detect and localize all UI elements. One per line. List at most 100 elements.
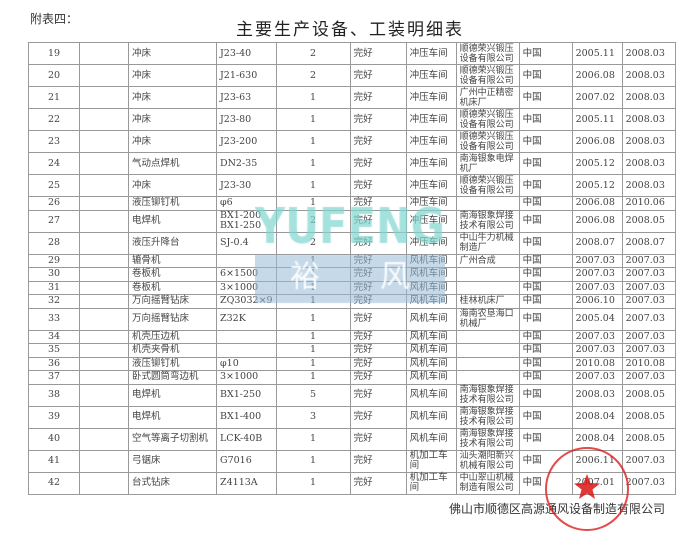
table-cell — [79, 370, 129, 385]
table-cell: 冲床 — [128, 64, 217, 87]
table-cell: 2010.08 — [621, 356, 676, 371]
table-cell: 31 — [28, 280, 80, 295]
table-row: 37 卧式圆筒弯边机 3×1000 1 完好 风机车间 中国 2007.03 2007.03 — [28, 370, 676, 385]
table-cell — [216, 343, 277, 358]
table-cell: 3×1000 — [216, 280, 277, 295]
table-cell: 23 — [28, 130, 80, 153]
table-cell: 海南农垦海口机械厂 — [455, 307, 520, 331]
table-cell: 完好 — [349, 294, 407, 309]
table-cell: 液压升降台 — [128, 231, 217, 255]
table-cell: 中国 — [518, 108, 573, 131]
table-cell: 冲压车间 — [405, 174, 457, 197]
table-cell: J21-630 — [216, 64, 277, 87]
table-cell — [455, 280, 520, 295]
table-cell: 2007.03 — [621, 294, 676, 309]
table-cell: 2008.03 — [621, 130, 676, 153]
table-cell — [216, 253, 277, 268]
table-cell: BX1-400 — [216, 405, 277, 429]
table-cell: 2007.03 — [621, 329, 676, 344]
table-cell: 2007.03 — [621, 343, 676, 358]
table-cell: 完好 — [349, 370, 407, 385]
table-cell: 37 — [28, 370, 80, 385]
table-cell: 顺德荣兴锻压设备有限公司 — [455, 64, 520, 87]
table-cell: 2010.06 — [621, 196, 676, 211]
table-cell: 电焊机 — [128, 383, 217, 407]
table-cell — [79, 280, 129, 295]
table-cell: 完好 — [349, 152, 407, 175]
table-cell: 2006.08 — [571, 64, 623, 87]
table-cell: 2006.08 — [571, 130, 623, 153]
table-cell: 1 — [275, 267, 351, 282]
table-cell: 中国 — [518, 280, 573, 295]
table-cell: 2007.03 — [621, 449, 676, 473]
table-cell: 完好 — [349, 405, 407, 429]
table-cell: 2006.10 — [571, 294, 623, 309]
table-cell: 2007.03 — [571, 343, 623, 358]
table-cell: 2007.02 — [571, 86, 623, 109]
table-cell: 2007.03 — [571, 329, 623, 344]
table-cell: 中国 — [518, 209, 573, 233]
table-cell: 2008.07 — [621, 231, 676, 255]
table-cell: 风机车间 — [405, 267, 457, 282]
table-cell: 气动点焊机 — [128, 152, 217, 175]
table-cell: 风机车间 — [405, 405, 457, 429]
table-cell: 2008.03 — [621, 108, 676, 131]
table-cell — [216, 329, 277, 344]
table-cell: 卧式圆筒弯边机 — [128, 370, 217, 385]
table-cell: 完好 — [349, 471, 407, 495]
table-row: 40 空气等离子切割机 LCK-40B 1 完好 风机车间 南海银象焊接技术有限公司 中国 20… — [28, 427, 676, 451]
table-cell: 中国 — [518, 196, 573, 211]
table-cell: 中国 — [518, 86, 573, 109]
table-cell: 风机车间 — [405, 280, 457, 295]
table-cell: 冲压车间 — [405, 86, 457, 109]
table-row: 21 冲床 J23-63 1 完好 冲压车间 广州中正精密机床厂 中国 2007.02 2008.… — [28, 86, 676, 109]
table-cell: 南海银象焊接技术有限公司 — [455, 405, 520, 429]
page-title: 主要生产设备、工装明细表 — [236, 20, 464, 40]
table-cell: 顺德荣兴锻压设备有限公司 — [455, 174, 520, 197]
table-cell: 1 — [275, 108, 351, 131]
table-cell: 2008.04 — [571, 405, 623, 429]
table-cell: 2007.03 — [621, 471, 676, 495]
table-cell: 42 — [28, 471, 80, 495]
table-cell: φ6 — [216, 196, 277, 211]
table-cell: 2008.03 — [571, 383, 623, 407]
table-cell: 完好 — [349, 209, 407, 233]
table-cell: 35 — [28, 343, 80, 358]
table-cell: 2 — [275, 42, 351, 65]
table-cell: DN2-35 — [216, 152, 277, 175]
table-cell: 30 — [28, 267, 80, 282]
table-cell — [79, 64, 129, 87]
table-cell — [79, 130, 129, 153]
table-cell — [79, 231, 129, 255]
table-cell: 冲压车间 — [405, 108, 457, 131]
table-row: 19 冲床 J23-40 2 完好 冲压车间 顺德荣兴锻压设备有限公司 中国 2005.11 20… — [28, 42, 676, 65]
table-cell: 冲床 — [128, 42, 217, 65]
table-cell: 40 — [28, 427, 80, 451]
table-cell: 冲压车间 — [405, 42, 457, 65]
table-cell: 完好 — [349, 42, 407, 65]
table-cell — [455, 267, 520, 282]
table-cell: 冲压车间 — [405, 130, 457, 153]
table-row: 30 卷板机 6×1500 1 完好 风机车间 中国 2007.03 2007.03 — [28, 267, 676, 282]
table-cell: 完好 — [349, 343, 407, 358]
table-cell: LCK-40B — [216, 427, 277, 451]
table-cell — [79, 174, 129, 197]
table-cell: Z4113A — [216, 471, 277, 495]
table-row: 34 机壳压边机 1 完好 风机车间 中国 2007.03 2007.03 — [28, 329, 676, 344]
table-cell: 中国 — [518, 267, 573, 282]
table-cell: 2005.12 — [571, 152, 623, 175]
table-cell: 1 — [275, 86, 351, 109]
table-cell: 26 — [28, 196, 80, 211]
table-cell: 中国 — [518, 253, 573, 268]
table-cell: 完好 — [349, 196, 407, 211]
table-cell: 完好 — [349, 307, 407, 331]
table-cell: 5 — [275, 383, 351, 407]
table-cell — [455, 343, 520, 358]
table-cell: 1 — [275, 356, 351, 371]
table-cell — [79, 42, 129, 65]
table-cell: 南海银象焊接技术有限公司 — [455, 427, 520, 451]
table-cell: 台式钻床 — [128, 471, 217, 495]
table-cell: 完好 — [349, 108, 407, 131]
table-cell — [79, 86, 129, 109]
table-cell — [79, 343, 129, 358]
